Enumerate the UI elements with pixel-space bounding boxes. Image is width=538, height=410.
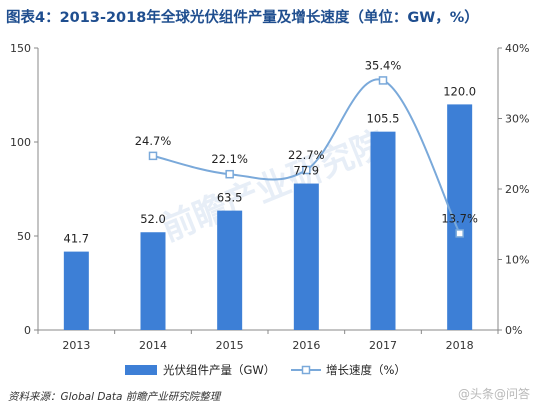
bar [140, 232, 166, 330]
bar [293, 183, 319, 330]
x-tick-label: 2016 [292, 339, 320, 352]
y-right-tick-label: 10% [505, 254, 529, 267]
source-note: 资料来源：Global Data 前瞻产业研究院整理 [8, 391, 221, 403]
x-tick-label: 2015 [216, 339, 244, 352]
legend-line-marker [301, 365, 311, 375]
bar [447, 104, 473, 331]
x-tick-label: 2013 [62, 339, 90, 352]
chart-title: 图表4：2013-2018年全球光伏组件产量及增长速度（单位：GW，%） [6, 10, 479, 26]
bar-data-label: 105.5 [367, 112, 400, 126]
y-left-tick-label: 50 [17, 230, 31, 243]
y-right-tick-label: 40% [505, 42, 529, 55]
growth-point [148, 151, 158, 161]
y-right-tick-label: 20% [505, 183, 529, 196]
x-tick-label: 2014 [139, 339, 167, 352]
bar [370, 131, 396, 330]
legend-bar-label: 光伏组件产量（GW） [163, 363, 275, 377]
growth-point [225, 169, 234, 179]
y-left-tick-label: 100 [10, 136, 31, 149]
corner-watermark: @头条@问答 [457, 387, 530, 401]
bar-data-label: 63.5 [217, 191, 243, 205]
growth-data-label: 22.7% [288, 148, 325, 162]
bar [217, 210, 243, 330]
y-left-tick-label: 150 [10, 42, 31, 55]
legend-line-label: 增长速度（%） [326, 363, 406, 377]
growth-point [455, 229, 464, 238]
growth-point [302, 165, 311, 175]
legend-bar-swatch [125, 365, 157, 375]
y-left-tick-label: 0 [24, 324, 31, 337]
x-tick-label: 2017 [369, 339, 397, 352]
growth-data-label: 22.1% [211, 152, 248, 166]
growth-data-label: 13.7% [441, 211, 478, 225]
x-tick-label: 2018 [446, 339, 474, 352]
y-right-tick-label: 30% [505, 113, 529, 126]
bar-data-label: 41.7 [64, 232, 90, 246]
growth-point [378, 76, 388, 85]
growth-data-label: 24.7% [135, 134, 172, 148]
y-right-tick-label: 0% [505, 324, 522, 337]
bar [63, 251, 89, 330]
growth-data-label: 35.4% [365, 58, 402, 72]
bar-data-label: 77.9 [294, 164, 320, 178]
bar-data-label: 52.0 [140, 212, 166, 226]
watermark-text: 前瞻产业研究院 [156, 123, 392, 249]
growth-line [152, 78, 461, 234]
bar-data-label: 120.0 [443, 84, 476, 98]
